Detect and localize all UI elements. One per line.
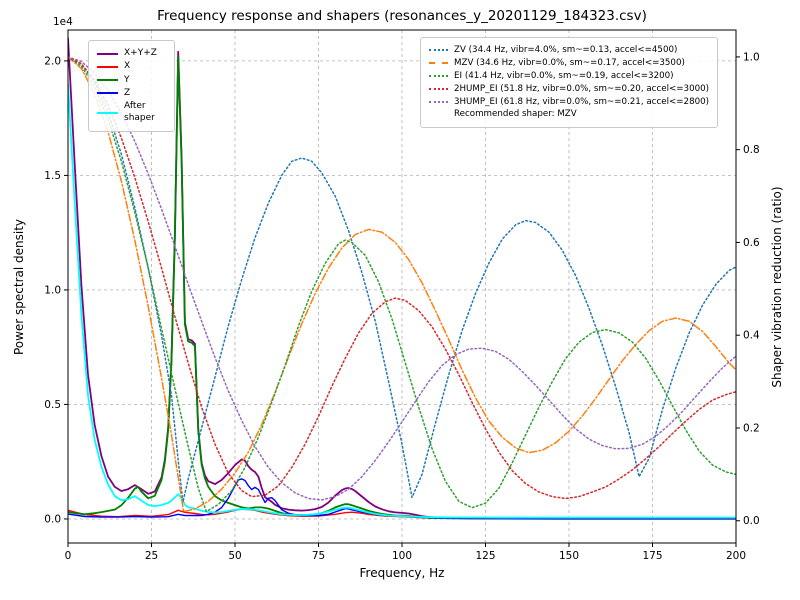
series-EI bbox=[68, 56, 736, 513]
x-tick-label: 125 bbox=[475, 550, 495, 562]
y-left-tick-label: 2.0 bbox=[44, 55, 61, 67]
legend-item-3hump-ei: 3HUMP_EI (61.8 Hz, vibr=0.0%, sm~=0.21, … bbox=[429, 97, 709, 108]
legend-item-2hump-ei: 2HUMP_EI (51.8 Hz, vibr=0.0%, sm~=0.20, … bbox=[429, 84, 709, 95]
series-MZV bbox=[68, 56, 736, 513]
line-swatch-2hump-ei bbox=[429, 88, 448, 91]
tick-labels: 0 25 50 75 100 125 150 175 200 0.0 0.5 1.0 1.5 2.0 0.0… bbox=[44, 51, 760, 562]
x-tick-label: 100 bbox=[392, 550, 412, 562]
legend-label-mzv: MZV (34.6 Hz, vibr=0.0%, sm~=0.17, accel… bbox=[454, 57, 685, 68]
series-lines bbox=[68, 37, 736, 520]
legend-item-xyz: X+Y+Z bbox=[97, 48, 166, 59]
chart-title: Frequency response and shapers (resonanc… bbox=[157, 8, 647, 24]
series-After shaper bbox=[68, 82, 736, 519]
y-left-tick-label: 0.5 bbox=[44, 399, 61, 411]
y-left-tick-label: 1.0 bbox=[44, 284, 61, 296]
legend-item-z: Z bbox=[97, 88, 166, 99]
legend-label-y: Y bbox=[124, 74, 130, 85]
legend-label-ei: EI (41.4 Hz, vibr=0.0%, sm~=0.19, accel<… bbox=[454, 70, 674, 81]
y-right-tick-label: 0.8 bbox=[743, 144, 760, 156]
legend-label-zv: ZV (34.4 Hz, vibr=4.0%, sm~=0.13, accel<… bbox=[454, 45, 678, 55]
x-tick-label: 50 bbox=[228, 550, 241, 562]
series-ZV bbox=[68, 56, 736, 503]
line-swatch-after-shaper bbox=[97, 111, 118, 114]
x-tick-label: 150 bbox=[559, 550, 579, 562]
y-axis-offset-label: 1e4 bbox=[53, 16, 73, 28]
y-right-tick-label: 1.0 bbox=[743, 51, 760, 63]
line-swatch-3hump-ei bbox=[429, 100, 448, 103]
x-tick-label: 25 bbox=[145, 550, 158, 562]
x-tick-label: 200 bbox=[726, 550, 746, 562]
shaper-legend: ZV (34.4 Hz, vibr=4.0%, sm~=0.13, accel<… bbox=[420, 37, 719, 129]
y-right-tick-label: 0.4 bbox=[743, 330, 760, 342]
legend-item-y: Y bbox=[97, 75, 166, 86]
legend-label-z: Z bbox=[124, 87, 131, 98]
legend-item-after-shaper: After shaper bbox=[97, 101, 166, 124]
line-swatch-mzv bbox=[429, 62, 448, 65]
line-swatch-zv bbox=[429, 49, 448, 52]
x-tick-label: 75 bbox=[312, 550, 325, 562]
legend-label-2hump-ei: 2HUMP_EI (51.8 Hz, vibr=0.0%, sm~=0.20, … bbox=[454, 83, 710, 94]
x-tick-label: 0 bbox=[65, 550, 72, 562]
legend-label-x: X bbox=[124, 61, 131, 72]
legend-recommendation: Recommended shaper: MZV bbox=[454, 109, 709, 120]
x-axis-label: Frequency, Hz bbox=[359, 566, 445, 580]
legend-label-3hump-ei: 3HUMP_EI (61.8 Hz, vibr=0.0%, sm~=0.21, … bbox=[454, 96, 710, 107]
legend-item-ei: EI (41.4 Hz, vibr=0.0%, sm~=0.19, accel<… bbox=[429, 71, 709, 82]
x-tick-label: 175 bbox=[642, 550, 662, 562]
y-left-tick-label: 1.5 bbox=[44, 170, 61, 182]
series-2HUMP_EI bbox=[68, 56, 736, 500]
line-swatch-x bbox=[97, 65, 118, 68]
y-right-tick-label: 0.2 bbox=[743, 422, 760, 434]
legend-label-xyz: X+Y+Z bbox=[124, 48, 157, 58]
recommendation-text: Recommended shaper: MZV bbox=[454, 109, 577, 120]
y-left-tick-label: 0.0 bbox=[44, 513, 61, 525]
psd-legend: X+Y+Z X Y Z After shaper bbox=[88, 40, 175, 133]
series-3HUMP_EI bbox=[68, 56, 736, 501]
line-swatch-y bbox=[97, 79, 118, 82]
line-swatch-z bbox=[97, 92, 118, 95]
legend-item-x: X bbox=[97, 61, 166, 72]
legend-label-after-shaper: After shaper bbox=[124, 101, 155, 123]
series-X+Y+Z bbox=[68, 37, 736, 520]
line-swatch-ei bbox=[429, 75, 448, 78]
y-right-tick-label: 0.6 bbox=[743, 237, 760, 249]
legend-item-zv: ZV (34.4 Hz, vibr=4.0%, sm~=0.13, accel<… bbox=[429, 45, 709, 56]
y-right-tick-label: 0.0 bbox=[743, 515, 760, 527]
line-swatch-xyz bbox=[97, 52, 118, 55]
legend-item-mzv: MZV (34.6 Hz, vibr=0.0%, sm~=0.17, accel… bbox=[429, 58, 709, 69]
